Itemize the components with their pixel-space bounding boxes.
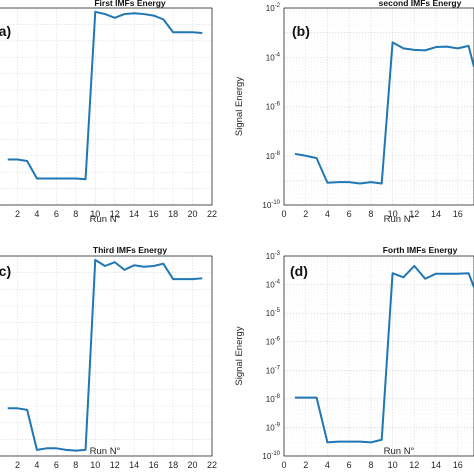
y-tick-label: 10-10 [262,200,280,210]
x-tick-label: 22 [207,460,217,470]
axes-box [283,7,474,206]
x-tick-label: 16 [149,460,159,470]
x-tick-label: 18 [168,460,178,470]
x-tick-label: 14 [129,209,139,219]
grid [0,256,212,456]
x-tick-label: 14 [129,460,139,470]
x-tick-label: 20 [188,460,198,470]
y-tick-label: 10-8 [266,151,281,161]
chart-panel-1: 2 4 6 8 10 12 14 16 18 20 22 First IMFs Energy (a) Ru… [0,0,217,225]
panel-label: (a) [0,23,11,39]
chart-title: Third IMFs Energy [93,245,167,255]
x-tick-label: 22 [207,209,217,219]
chart-title: Forth IMFs Energy [383,245,458,255]
x-tick-label: 18 [168,209,178,219]
x-tick-label: 6 [347,460,352,470]
x-tick-label: 4 [325,460,330,470]
x-tick-label: 16 [453,460,463,470]
series-line [294,41,474,185]
x-tick-label: 2 [15,460,20,470]
x-tick-label: 10 [90,460,100,470]
y-axis-label: Signal Energy [234,77,245,136]
x-tick-label: 12 [110,209,120,219]
x-tick-label: 2 [303,460,308,470]
x-axis-label: Run N° [90,446,121,457]
y-tick-label: 10-8 [266,394,281,404]
y-tick-label: 10-4 [266,52,281,62]
x-tick-label: 4 [34,460,39,470]
y-tick-label: 10-7 [266,365,281,375]
series-line [7,258,203,452]
x-tick-label: 14 [431,460,441,470]
chart-title: second IMFs Energy [379,0,462,8]
x-tick-label: 10 [388,460,398,470]
x-tick-label: 16 [453,209,463,219]
panel-label: (d) [290,263,308,279]
x-tick-label: 14 [431,209,441,219]
x-tick-label: 0 [281,209,286,219]
plot-area [284,8,474,205]
y-tick-label: 10-6 [266,102,281,112]
chart-panel-3: 2 4 6 8 10 12 14 16 18 20 22 Third IMFs Energy (c) Ru… [0,245,217,470]
y-tick-label: 10-10 [262,451,280,461]
chart-panel-2: 0 2 4 6 8 10 12 14 16 10-2 10-4 10-6 10-8 10-10 second… [234,0,474,225]
chart-title: First IMFs Energy [94,0,166,8]
y-tick-label: 10-9 [266,422,281,432]
y-tick-label: 10-6 [266,337,281,347]
grid [0,8,212,205]
series-line [294,264,474,444]
y-tick-label: 10-2 [266,3,281,13]
x-tick-label: 2 [303,209,308,219]
x-tick-label: 8 [368,460,373,470]
x-tick-label: 10 [388,209,398,219]
x-tick-label: 2 [15,209,20,219]
x-tick-label: 4 [34,209,39,219]
panel-label: (b) [292,23,310,39]
x-tick-label: 12 [409,460,419,470]
x-tick-label: 4 [325,209,330,219]
series-group [294,41,474,185]
x-tick-label: 8 [73,209,78,219]
x-tick-label: 12 [409,209,419,219]
y-axis-label: Signal Energy [234,326,245,385]
panel-label: (c) [0,263,11,279]
chart-panel-4: 0 2 4 6 8 10 12 14 16 10-3 10-4 10-5 10-6 10-7 10-8 10-… [234,245,474,470]
x-tick-label: 6 [347,209,352,219]
y-tick-label: 10-3 [266,251,281,261]
grid [284,256,474,456]
x-axis-label: Run N° [384,446,415,457]
series-group [294,264,474,444]
x-tick-label: 20 [188,209,198,219]
axes-box [0,255,213,457]
x-axis-label: Run N° [90,214,121,225]
y-tick-label: 10-5 [266,308,281,318]
series-group [7,10,203,181]
x-tick-label: 0 [281,460,286,470]
series-line [7,10,203,181]
x-tick-label: 16 [149,209,159,219]
axes-box [283,255,474,457]
y-tick-label: 10-4 [266,280,281,290]
x-tick-label: 12 [110,460,120,470]
x-tick-label: 6 [54,460,59,470]
x-axis-label: Run N° [384,214,415,225]
x-tick-label: 8 [73,460,78,470]
x-tick-label: 6 [54,209,59,219]
x-tick-label: 8 [368,209,373,219]
axes-box [0,7,213,206]
plot-area [284,256,474,456]
series-group [7,258,203,452]
x-tick-label: 10 [90,209,100,219]
